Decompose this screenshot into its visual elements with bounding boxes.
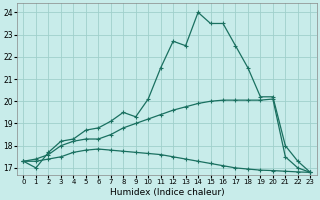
X-axis label: Humidex (Indice chaleur): Humidex (Indice chaleur) xyxy=(109,188,224,197)
